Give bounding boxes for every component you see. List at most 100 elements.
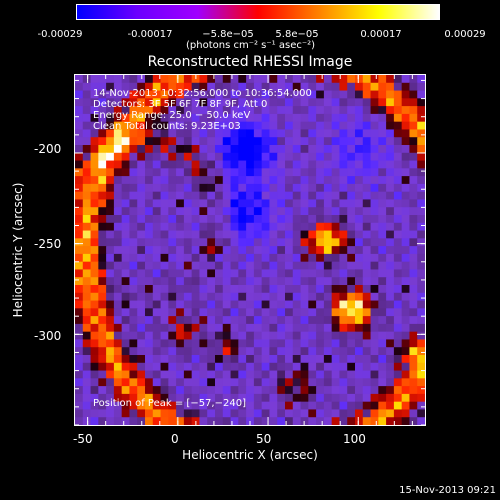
- heatmap-cell: [409, 160, 418, 169]
- heatmap-cell: [113, 207, 123, 216]
- heatmap-cell: [75, 106, 84, 115]
- heatmap-cell: [98, 401, 107, 411]
- heatmap-cell: [269, 401, 278, 411]
- heatmap-cell: [386, 355, 395, 364]
- heatmap-cell: [261, 145, 271, 154]
- heatmap-cell: [316, 113, 325, 123]
- heatmap-cell: [90, 75, 99, 84]
- heatmap-cell: [176, 82, 185, 92]
- heatmap-cell: [393, 308, 403, 317]
- heatmap-cell: [292, 82, 302, 92]
- heatmap-cell: [222, 222, 232, 232]
- heatmap-cell: [137, 230, 146, 239]
- heatmap-cell: [292, 401, 302, 411]
- heatmap-cell: [145, 401, 154, 411]
- heatmap-cell: [370, 339, 379, 348]
- heatmap-cell: [261, 409, 271, 418]
- heatmap-cell: [121, 129, 131, 138]
- heatmap-cell: [386, 98, 395, 107]
- heatmap-cell: [90, 222, 99, 232]
- heatmap-cell: [386, 246, 395, 255]
- heatmap-cell: [355, 355, 364, 364]
- heatmap-cell: [207, 378, 216, 387]
- heatmap-cell: [331, 191, 341, 201]
- heatmap-cell: [82, 409, 92, 418]
- heatmap-cell: [121, 82, 131, 92]
- heatmap-cell: [339, 316, 348, 325]
- heatmap-cell: [191, 323, 201, 333]
- heatmap-cell: [113, 401, 123, 411]
- heatmap-cell: [331, 285, 341, 294]
- heatmap-cell: [152, 230, 162, 239]
- heatmap-cell: [331, 417, 341, 425]
- heatmap-cell: [113, 378, 123, 387]
- heatmap-cell: [417, 277, 425, 286]
- heatmap-cell: [152, 145, 162, 154]
- heatmap-cell: [261, 323, 271, 333]
- heatmap-cell: [106, 246, 115, 255]
- heatmap-cell: [246, 98, 255, 107]
- heatmap-cell: [417, 145, 425, 154]
- heatmap-cell: [230, 106, 239, 115]
- heatmap-cell: [308, 370, 317, 379]
- heatmap-cell: [316, 300, 325, 309]
- heatmap-cell: [323, 137, 333, 146]
- heatmap-cell: [393, 409, 403, 418]
- heatmap-cell: [370, 106, 379, 115]
- heatmap-cell: [168, 347, 177, 356]
- heatmap-cell: [191, 362, 201, 372]
- heatmap-cell: [417, 199, 425, 208]
- heatmap-cell: [331, 323, 341, 333]
- heatmap-cell: [285, 261, 294, 271]
- heatmap-cell: [300, 75, 309, 84]
- heatmap-cell: [199, 401, 208, 411]
- heatmap-cell: [401, 199, 411, 208]
- heatmap-cell: [308, 75, 317, 84]
- heatmap-cell: [370, 75, 379, 84]
- heatmap-cell: [316, 269, 325, 278]
- heatmap-cell: [222, 121, 232, 131]
- heatmap-cell: [323, 362, 333, 372]
- heatmap-cell: [277, 401, 286, 411]
- heatmap-cell: [292, 285, 302, 294]
- heatmap-cell: [183, 98, 193, 107]
- heatmap-cell: [370, 191, 379, 201]
- heatmap-cell: [308, 106, 317, 115]
- heatmap-cell: [168, 152, 177, 162]
- heatmap-cell: [106, 176, 115, 185]
- heatmap-cell: [191, 160, 201, 169]
- heatmap-cell: [75, 238, 84, 247]
- heatmap-cell: [191, 292, 201, 302]
- heatmap-cell: [347, 292, 356, 302]
- heatmap-cell: [370, 199, 379, 208]
- heatmap-cell: [393, 386, 403, 395]
- heatmap-cell: [82, 277, 92, 286]
- heatmap-cell: [285, 82, 294, 92]
- heatmap-cell: [292, 176, 302, 185]
- heatmap-cell: [90, 386, 99, 395]
- heatmap-cell: [230, 277, 239, 286]
- heatmap-cell: [323, 191, 333, 201]
- heatmap-cell: [347, 75, 356, 84]
- heatmap-cell: [331, 90, 341, 99]
- heatmap-cell: [145, 191, 154, 201]
- heatmap-cell: [253, 362, 263, 372]
- heatmap-cell: [113, 316, 123, 325]
- heatmap-cell: [199, 106, 208, 115]
- heatmap-cell: [113, 292, 123, 302]
- heatmap-cell: [393, 98, 403, 107]
- heatmap-cell: [409, 222, 418, 232]
- heatmap-cell: [417, 347, 425, 356]
- heatmap-cell: [261, 269, 271, 278]
- heatmap-cell: [269, 230, 278, 239]
- heatmap-cell: [82, 370, 92, 379]
- heatmap-cell: [300, 347, 309, 356]
- heatmap-cell: [191, 355, 201, 364]
- heatmap-cell: [106, 316, 115, 325]
- heatmap-cell: [113, 347, 123, 356]
- heatmap-cell: [386, 137, 395, 146]
- heatmap-cell: [393, 417, 403, 425]
- heatmap-cell: [82, 215, 92, 224]
- heatmap-cell: [152, 401, 162, 411]
